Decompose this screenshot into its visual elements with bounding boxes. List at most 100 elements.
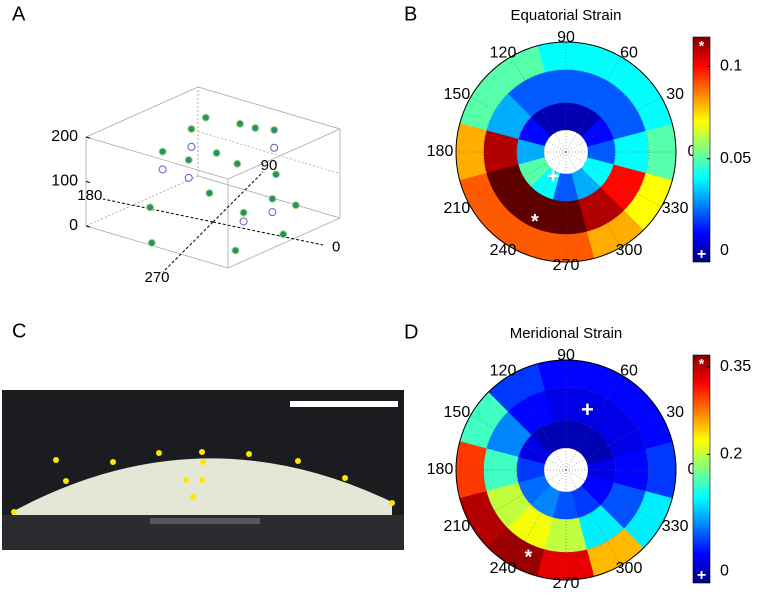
point: [251, 123, 260, 132]
box-edge: [85, 136, 229, 180]
angle-label: 0: [688, 461, 697, 478]
angle-label: 150: [444, 86, 471, 103]
grid-ring: [455, 359, 677, 581]
angle-label: 180: [427, 461, 454, 478]
point: [201, 113, 210, 122]
point: [147, 238, 156, 247]
grid-line: [470, 151, 567, 208]
point: [184, 156, 193, 165]
angle-label: 90: [557, 347, 575, 364]
panel-label: D: [404, 321, 418, 343]
point: [212, 149, 221, 158]
angle-label: 300: [616, 242, 643, 259]
point: [239, 217, 248, 226]
point: [187, 124, 196, 133]
point: [233, 159, 242, 168]
point: [205, 189, 214, 198]
grid-line: [565, 151, 622, 248]
point: [231, 246, 240, 255]
panel-label: A: [12, 3, 26, 25]
grid-ring: [543, 447, 589, 493]
box-edge: [85, 86, 199, 138]
angle-label: 90: [557, 29, 575, 46]
extremum-marker: *: [531, 211, 539, 233]
grid-ring: [455, 41, 677, 263]
extremum-marker: +: [581, 397, 594, 422]
grid-line: [510, 469, 567, 566]
grid-line: [510, 374, 567, 471]
z-tick: [85, 225, 91, 228]
colorbar-max-marker: *: [699, 38, 705, 54]
point: [270, 125, 279, 134]
grid-line: [565, 96, 662, 153]
grid-ring: [483, 387, 649, 553]
grid-line: [510, 151, 567, 248]
colorbar-tick-label: 0: [720, 563, 729, 580]
box-edge: [85, 175, 199, 227]
grid-ring: [516, 420, 616, 520]
angle-label: 330: [662, 200, 689, 217]
box-edge: [227, 128, 341, 180]
z-tick: [85, 136, 91, 139]
angle-label: 240: [490, 560, 517, 577]
colorbar-tick-label: 0.2: [720, 446, 742, 463]
colorbar-tick-label: 0.35: [720, 358, 751, 375]
colorbar-min-marker: +: [697, 246, 706, 263]
angle-label: 210: [444, 200, 471, 217]
angle-label: 120: [490, 44, 517, 61]
point: [279, 230, 288, 239]
stage-reflection: [150, 518, 260, 524]
box-edge: [197, 175, 341, 219]
grid-line: [565, 151, 662, 208]
point: [158, 147, 167, 156]
angle-label: 90: [261, 157, 278, 174]
point: [184, 173, 193, 182]
angle-label: 60: [620, 44, 638, 61]
grid-ring: [483, 69, 649, 235]
angle-label: 30: [666, 404, 684, 421]
angle-label: 210: [444, 518, 471, 535]
angle-label: 0: [688, 143, 697, 160]
angle-label: 180: [427, 143, 454, 160]
panel-label: C: [12, 320, 26, 342]
grid-line: [510, 56, 567, 153]
point: [272, 170, 280, 179]
angle-label: 120: [490, 362, 517, 379]
angle-line: [212, 171, 264, 223]
colorbar-tick-label: 0: [720, 242, 729, 259]
grid-line: [197, 86, 341, 130]
colorbar-tick-label: 0.1: [720, 58, 742, 75]
angle-line: [102, 198, 214, 223]
photo: [2, 390, 404, 550]
point: [291, 201, 300, 210]
angle-label: 240: [490, 242, 517, 259]
grid-line: [565, 56, 622, 153]
angle-label: 150: [444, 404, 471, 421]
grid-line: [470, 469, 567, 526]
colorbar: [692, 354, 711, 584]
grid-line: [470, 414, 567, 471]
colorbar-max-marker: *: [699, 356, 705, 372]
extremum-marker: *: [525, 547, 533, 569]
colorbar-tick-label: 0.05: [720, 150, 751, 167]
point: [239, 208, 248, 217]
chart-title: Equatorial Strain: [511, 7, 622, 24]
point: [158, 165, 167, 174]
z-tick-label: 100: [51, 173, 78, 190]
angle-label: 180: [77, 187, 102, 204]
grid-line: [565, 414, 662, 471]
grid-line: [565, 374, 622, 471]
point: [146, 203, 154, 212]
point: [270, 143, 279, 152]
angle-line: [162, 221, 214, 273]
markers: [11, 449, 395, 515]
angle-label: 270: [553, 257, 580, 274]
angle-label: 270: [144, 269, 169, 286]
panel-label: B: [404, 3, 417, 25]
angle-label: 0: [332, 239, 340, 256]
box-edge: [227, 217, 341, 269]
z-tick-label: 200: [51, 128, 78, 145]
point: [268, 208, 277, 217]
grid-line: [197, 175, 341, 219]
